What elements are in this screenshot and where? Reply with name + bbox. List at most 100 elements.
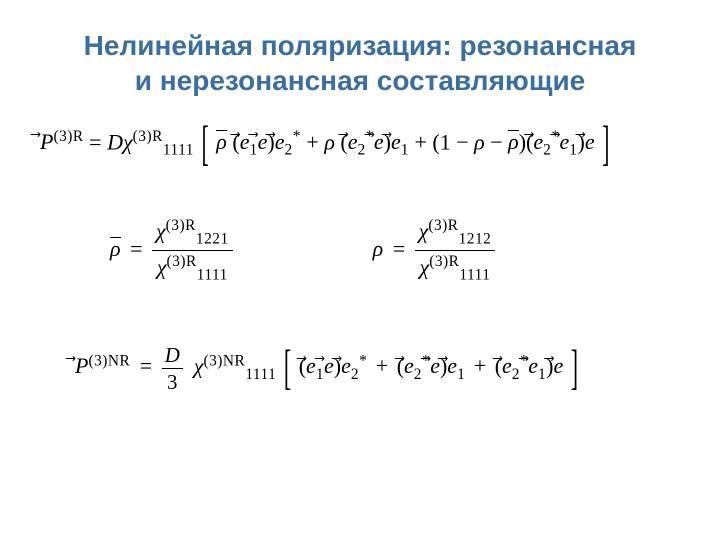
paren: ( xyxy=(340,129,347,154)
sub1: 1 xyxy=(457,366,465,383)
sup: (3)R xyxy=(166,217,196,234)
rho: ρ xyxy=(373,236,384,261)
equation-rho-defs: ρ = χ(3)R1221 χ(3)R1111 ρ = χ(3)R1212 χ(… xyxy=(110,215,690,287)
chi: χ xyxy=(420,254,430,279)
sub1: 1 xyxy=(538,366,546,383)
chi: χ xyxy=(157,254,167,279)
plus: + xyxy=(414,129,426,154)
star: * xyxy=(366,128,374,145)
e1-vec: e xyxy=(528,353,538,379)
three: 3 xyxy=(167,370,177,394)
chi: χ xyxy=(123,129,133,154)
e-vec: e xyxy=(324,353,334,379)
sub: 1111 xyxy=(245,366,276,383)
paren: ( xyxy=(299,353,306,378)
star: * xyxy=(520,352,528,369)
sup: (3)R xyxy=(429,253,459,270)
one: 1 xyxy=(440,129,451,154)
sup: (3)NR xyxy=(203,352,245,369)
eq-sign: = xyxy=(136,353,156,378)
P-vector: P xyxy=(40,129,53,155)
fraction-D-3: D 3 xyxy=(162,342,183,395)
e1-vec: e xyxy=(447,353,457,379)
e2-vec: e xyxy=(341,353,351,379)
paren: ) xyxy=(384,129,391,154)
rho: ρ xyxy=(474,129,485,154)
sub: 1212 xyxy=(459,230,492,247)
plus: + xyxy=(471,353,489,378)
e2-vec: e xyxy=(533,129,543,155)
sub2: 2 xyxy=(285,142,293,159)
sub2: 2 xyxy=(358,142,366,159)
e-vec: e xyxy=(553,353,563,379)
sup-3R: (3)R xyxy=(53,128,83,145)
sub1: 1 xyxy=(401,142,409,159)
sub: 1111 xyxy=(197,267,228,284)
e-vec: e xyxy=(585,129,595,155)
paren: ( xyxy=(432,129,439,154)
slide-title: Нелинейная поляризация: резонансная и не… xyxy=(30,28,690,98)
eq-sign: = xyxy=(126,236,146,261)
paren: ) xyxy=(519,129,526,154)
paren: ) xyxy=(440,353,447,378)
sup: (3)R xyxy=(428,217,458,234)
paren: ) xyxy=(546,353,553,378)
P-vector: P xyxy=(75,353,88,379)
minus: − xyxy=(456,129,468,154)
fraction-rho: χ(3)R1212 χ(3)R1111 xyxy=(415,215,496,287)
sub1: 1 xyxy=(316,366,324,383)
chi: χ xyxy=(419,218,429,243)
sub: 1111 xyxy=(459,267,490,284)
D: D xyxy=(165,343,180,367)
sub1: 1 xyxy=(249,142,257,159)
e-vec: e xyxy=(374,129,384,155)
e1-vec: e xyxy=(306,353,316,379)
paren: ) xyxy=(334,353,341,378)
rbracket: ] xyxy=(569,339,580,396)
rho: ρ xyxy=(324,129,335,154)
eq-sign: = xyxy=(89,129,101,154)
sup-chi3R: (3)R xyxy=(133,128,163,145)
e1-vec: e xyxy=(391,129,401,155)
star: * xyxy=(293,128,301,145)
rho-bar: ρ xyxy=(110,236,121,262)
fraction-rho-bar: χ(3)R1221 χ(3)R1111 xyxy=(152,215,233,287)
e2-vec: e xyxy=(275,129,285,155)
title-line-2: и нерезонансная составляющие xyxy=(135,65,586,96)
e-vec: e xyxy=(258,129,268,155)
lbracket: [ xyxy=(199,116,210,173)
sub-1111: 1111 xyxy=(163,142,194,159)
paren: ) xyxy=(577,129,584,154)
paren: ( xyxy=(232,129,239,154)
equation-resonant-polarization: P(3)R = Dχ(3)R1111 [ ρ (e1e)e2* + ρ (e2*… xyxy=(40,128,690,160)
e2-vec: e xyxy=(348,129,358,155)
eq-sign: = xyxy=(389,236,409,261)
equation-rho: ρ = χ(3)R1212 χ(3)R1111 xyxy=(373,215,496,287)
paren: ( xyxy=(526,129,533,154)
sub2: 2 xyxy=(351,366,359,383)
paren: ) xyxy=(267,129,274,154)
equation-nonresonant-polarization: P(3)NR = D 3 χ(3)NR1111 [ (e1e)e2* + (e2… xyxy=(75,342,690,395)
rho-bar: ρ xyxy=(216,129,227,155)
e-vec: e xyxy=(430,353,440,379)
sub2: 2 xyxy=(414,366,422,383)
sub: 1221 xyxy=(196,230,229,247)
star: * xyxy=(551,128,559,145)
chi: χ xyxy=(156,218,166,243)
lbracket: [ xyxy=(282,339,293,396)
e2-vec: e xyxy=(502,353,512,379)
sub2: 2 xyxy=(512,366,520,383)
paren: ( xyxy=(495,353,502,378)
sup: (3)R xyxy=(167,253,197,270)
rho-bar: ρ xyxy=(508,129,519,155)
e1-vec: e xyxy=(240,129,250,155)
D-coef: D xyxy=(107,129,123,154)
minus: − xyxy=(490,129,502,154)
e1-vec: e xyxy=(560,129,570,155)
star: * xyxy=(422,352,430,369)
star: * xyxy=(359,352,367,369)
paren: ( xyxy=(397,353,404,378)
sup-3NR: (3)NR xyxy=(88,352,130,369)
equation-rho-bar: ρ = χ(3)R1221 χ(3)R1111 xyxy=(110,215,233,287)
plus: + xyxy=(373,353,391,378)
